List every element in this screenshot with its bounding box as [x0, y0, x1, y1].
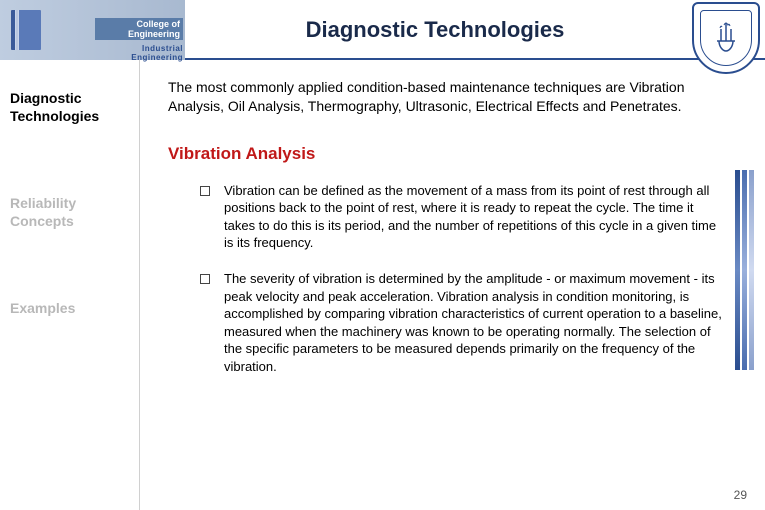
bullet-text: The severity of vibration is determined … — [224, 270, 725, 375]
main: The most commonly applied condition-base… — [140, 60, 765, 510]
college-name: College of Engineering — [95, 18, 183, 40]
college-block: College of Engineering Industrial Engine… — [95, 18, 183, 62]
bullet-text: Vibration can be defined as the movement… — [224, 182, 725, 252]
bullet-item: Vibration can be defined as the movement… — [168, 182, 725, 252]
header-center: Diagnostic Technologies — [185, 0, 685, 60]
sidebar-item-examples[interactable]: Examples — [10, 300, 129, 318]
bullet-item: The severity of vibration is determined … — [168, 270, 725, 375]
decorative-bars — [735, 170, 765, 370]
section-title: Vibration Analysis — [168, 144, 725, 164]
header: College of Engineering Industrial Engine… — [0, 0, 765, 60]
header-left: College of Engineering Industrial Engine… — [0, 0, 185, 60]
book-icon — [5, 5, 50, 55]
bullet-square-icon — [200, 186, 210, 196]
page-title: Diagnostic Technologies — [306, 17, 565, 43]
page-number: 29 — [734, 488, 747, 502]
content: Diagnostic Technologies Reliability Conc… — [0, 60, 765, 510]
intro-paragraph: The most commonly applied condition-base… — [168, 78, 725, 116]
bullet-square-icon — [200, 274, 210, 284]
sidebar-item-reliability[interactable]: Reliability Concepts — [10, 195, 129, 230]
sidebar-item-diagnostic[interactable]: Diagnostic Technologies — [10, 90, 129, 125]
sidebar: Diagnostic Technologies Reliability Conc… — [0, 60, 140, 510]
